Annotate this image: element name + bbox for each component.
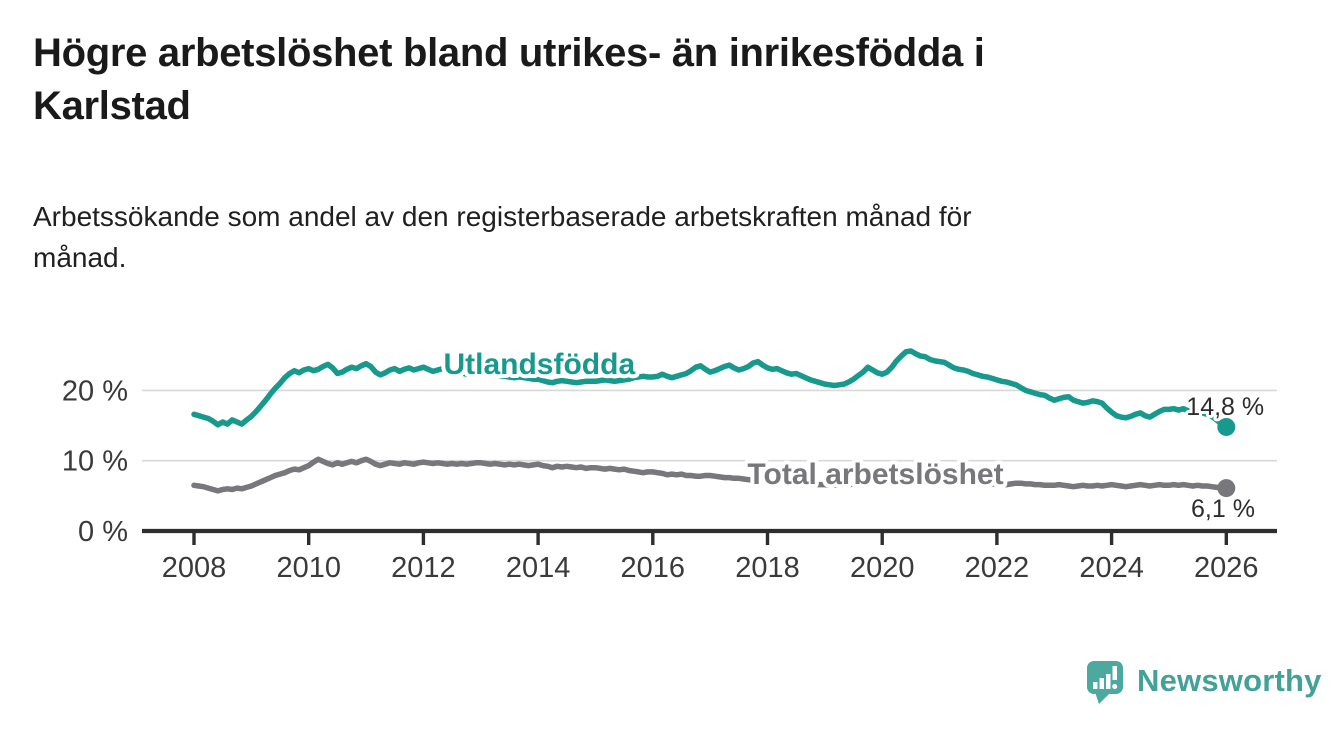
- series-end-dot-total-arbetsloshet: [1217, 479, 1236, 498]
- series-line-total-arbetsloshet: [191, 456, 1230, 494]
- speech-bubble-shape: [1087, 661, 1123, 694]
- logo-exclamation-dot: [1112, 684, 1118, 689]
- y-tick-label-10-percent: 10 %: [62, 446, 128, 478]
- chart-subtitle-line1: Arbetssökande som andel av den registerb…: [33, 201, 972, 232]
- chart-subtitle: Arbetssökande som andel av den registerb…: [33, 196, 1253, 278]
- bar-chart-speech-bubble-icon: [1087, 661, 1123, 704]
- x-tick-label-2026: 2026: [1194, 552, 1259, 584]
- x-tick-label-2024: 2024: [1079, 552, 1144, 584]
- newsworthy-logo: Newsworthy: [1085, 656, 1322, 706]
- unemployment-line-chart: 2008 2010 2012 2014 2016 2018 2020 2022 2024 2026…: [62, 344, 1277, 584]
- x-tick-label-2008: 2008: [162, 552, 227, 584]
- page-title-line2: Karlstad: [33, 84, 191, 128]
- logo-bar-small: [1093, 682, 1098, 689]
- x-tick-label-2012: 2012: [391, 552, 456, 584]
- page-title: Högre arbetslöshet bland utrikes- än inr…: [33, 27, 1313, 133]
- chart-annotation-0: Utlandsfödda: [443, 348, 635, 381]
- series-line-utlandsfodda: [191, 348, 1230, 430]
- chart-annotation-1: Total arbetslöshet: [747, 458, 1003, 491]
- logo-bar-large: [1106, 674, 1111, 689]
- page-title-line1: Högre arbetslöshet bland utrikes- än inr…: [33, 31, 985, 75]
- speech-bubble-tail: [1095, 692, 1111, 704]
- newsworthy-logo-text: Newsworthy: [1137, 663, 1322, 698]
- chart-subtitle-line2: månad.: [33, 242, 127, 273]
- series-end-dot-utlandsfodda: [1217, 417, 1236, 436]
- y-tick-label-20-percent: 20 %: [62, 375, 128, 407]
- x-tick-label-2016: 2016: [621, 552, 686, 584]
- logo-bar-medium: [1099, 678, 1104, 689]
- x-tick-label-2022: 2022: [965, 552, 1030, 584]
- chart-annotation-2: 14,8 %: [1186, 393, 1264, 421]
- chart-annotation-3: 6,1 %: [1191, 495, 1255, 523]
- logo-exclamation-bar: [1112, 666, 1117, 680]
- y-tick-label-0-percent: 0 %: [78, 516, 128, 548]
- x-tick-label-2014: 2014: [506, 552, 571, 584]
- x-tick-label-2018: 2018: [735, 552, 800, 584]
- x-tick-label-2020: 2020: [850, 552, 915, 584]
- x-tick-label-2010: 2010: [276, 552, 341, 584]
